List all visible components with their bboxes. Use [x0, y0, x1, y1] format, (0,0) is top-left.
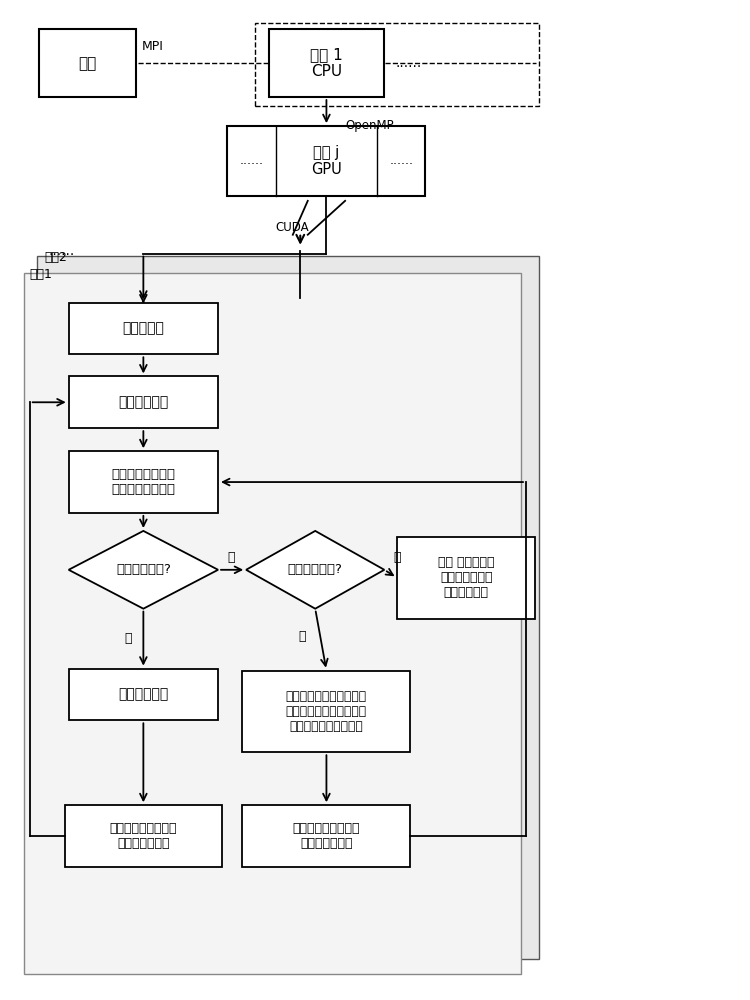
Text: ......: ......: [239, 154, 263, 167]
Text: 记录光子在现体素内
的光子路径信息: 记录光子在现体素内 的光子路径信息: [292, 822, 360, 850]
Text: 抽样散射方向: 抽样散射方向: [118, 687, 169, 701]
Text: 记录光子在现体素内
的光子路径信息: 记录光子在现体素内 的光子路径信息: [110, 822, 177, 850]
FancyBboxPatch shape: [69, 303, 218, 354]
FancyBboxPatch shape: [38, 256, 539, 959]
Text: CUDA: CUDA: [275, 221, 309, 234]
FancyBboxPatch shape: [69, 451, 218, 513]
FancyBboxPatch shape: [24, 273, 520, 974]
FancyBboxPatch shape: [242, 805, 410, 867]
Text: 是: 是: [227, 551, 235, 564]
Polygon shape: [69, 531, 218, 609]
FancyBboxPatch shape: [268, 29, 384, 97]
FancyBboxPatch shape: [227, 126, 425, 196]
FancyBboxPatch shape: [39, 29, 136, 97]
Text: 线程2: 线程2: [45, 251, 68, 264]
Text: 沿散射方向按散射
步长移动光子位置: 沿散射方向按散射 步长移动光子位置: [111, 468, 176, 496]
Text: 抽样散射步长: 抽样散射步长: [118, 395, 169, 409]
Text: 否: 否: [298, 630, 306, 643]
Text: ......: ......: [49, 244, 75, 258]
Text: 找到并移动光子至散射步
长在体素边界的穿越点，
并且计算剩余散射步长: 找到并移动光子至散射步 长在体素边界的穿越点， 并且计算剩余散射步长: [286, 690, 367, 733]
Text: ......: ......: [396, 56, 422, 70]
FancyBboxPatch shape: [242, 671, 410, 752]
Polygon shape: [246, 531, 384, 609]
FancyBboxPatch shape: [69, 376, 218, 428]
Text: 初始化光子: 初始化光子: [122, 321, 164, 335]
Text: 是否离开组织?: 是否离开组织?: [288, 563, 343, 576]
Text: ......: ......: [389, 154, 413, 167]
Text: 是否离开体素?: 是否离开体素?: [116, 563, 171, 576]
Text: MPI: MPI: [142, 40, 164, 53]
Text: OpenMP: OpenMP: [345, 119, 394, 132]
FancyBboxPatch shape: [397, 537, 536, 619]
Text: 是: 是: [393, 551, 400, 564]
FancyBboxPatch shape: [65, 805, 222, 867]
FancyBboxPatch shape: [69, 669, 218, 720]
Text: 记录 光子在现体
素内路径信息并
终止光子跟踪: 记录 光子在现体 素内路径信息并 终止光子跟踪: [438, 556, 494, 599]
Text: 线程1: 线程1: [30, 268, 52, 281]
Text: 进程 j
GPU: 进程 j GPU: [311, 145, 342, 177]
Text: 节点 1
CPU: 节点 1 CPU: [310, 47, 343, 79]
Text: 集群: 集群: [78, 56, 97, 71]
Text: 否: 否: [124, 632, 132, 645]
